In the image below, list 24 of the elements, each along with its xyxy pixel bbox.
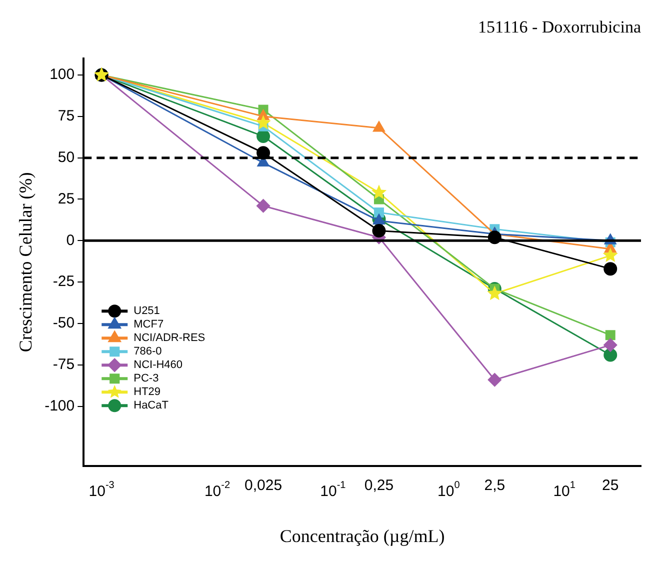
legend-label: NCI/ADR-RES xyxy=(134,332,206,344)
x-tick-label: 0,25 xyxy=(364,477,394,494)
legend-label: U251 xyxy=(134,305,160,318)
y-tick-label: -50 xyxy=(52,314,75,332)
x-tick-label: 25 xyxy=(602,477,619,494)
legend-label: PC-3 xyxy=(134,372,159,385)
legend-label: MCF7 xyxy=(134,318,164,331)
legend-label: 786-0 xyxy=(134,346,162,358)
legend-label: HaCaT xyxy=(134,400,169,412)
y-tick-label: -100 xyxy=(44,397,75,414)
y-tick-label: 100 xyxy=(50,66,75,84)
y-axis-title: Crescimento Celular (%) xyxy=(16,172,36,352)
x-tick-label: 2,5 xyxy=(484,477,506,494)
y-tick-label: -75 xyxy=(52,356,75,374)
y-tick-label: 75 xyxy=(58,108,75,125)
y-tick-label: 25 xyxy=(58,190,75,208)
legend-label: NCI-H460 xyxy=(134,359,183,372)
y-tick-label: 50 xyxy=(58,148,75,166)
y-tick-label: -25 xyxy=(52,273,75,290)
legend-label: HT29 xyxy=(134,386,161,398)
chart-title: 151116 - Doxorrubicina xyxy=(478,18,642,37)
y-tick-label: 0 xyxy=(66,232,75,249)
x-axis-title: Concentração (µg/mL) xyxy=(280,526,445,546)
x-tick-label: 0,025 xyxy=(244,477,282,494)
